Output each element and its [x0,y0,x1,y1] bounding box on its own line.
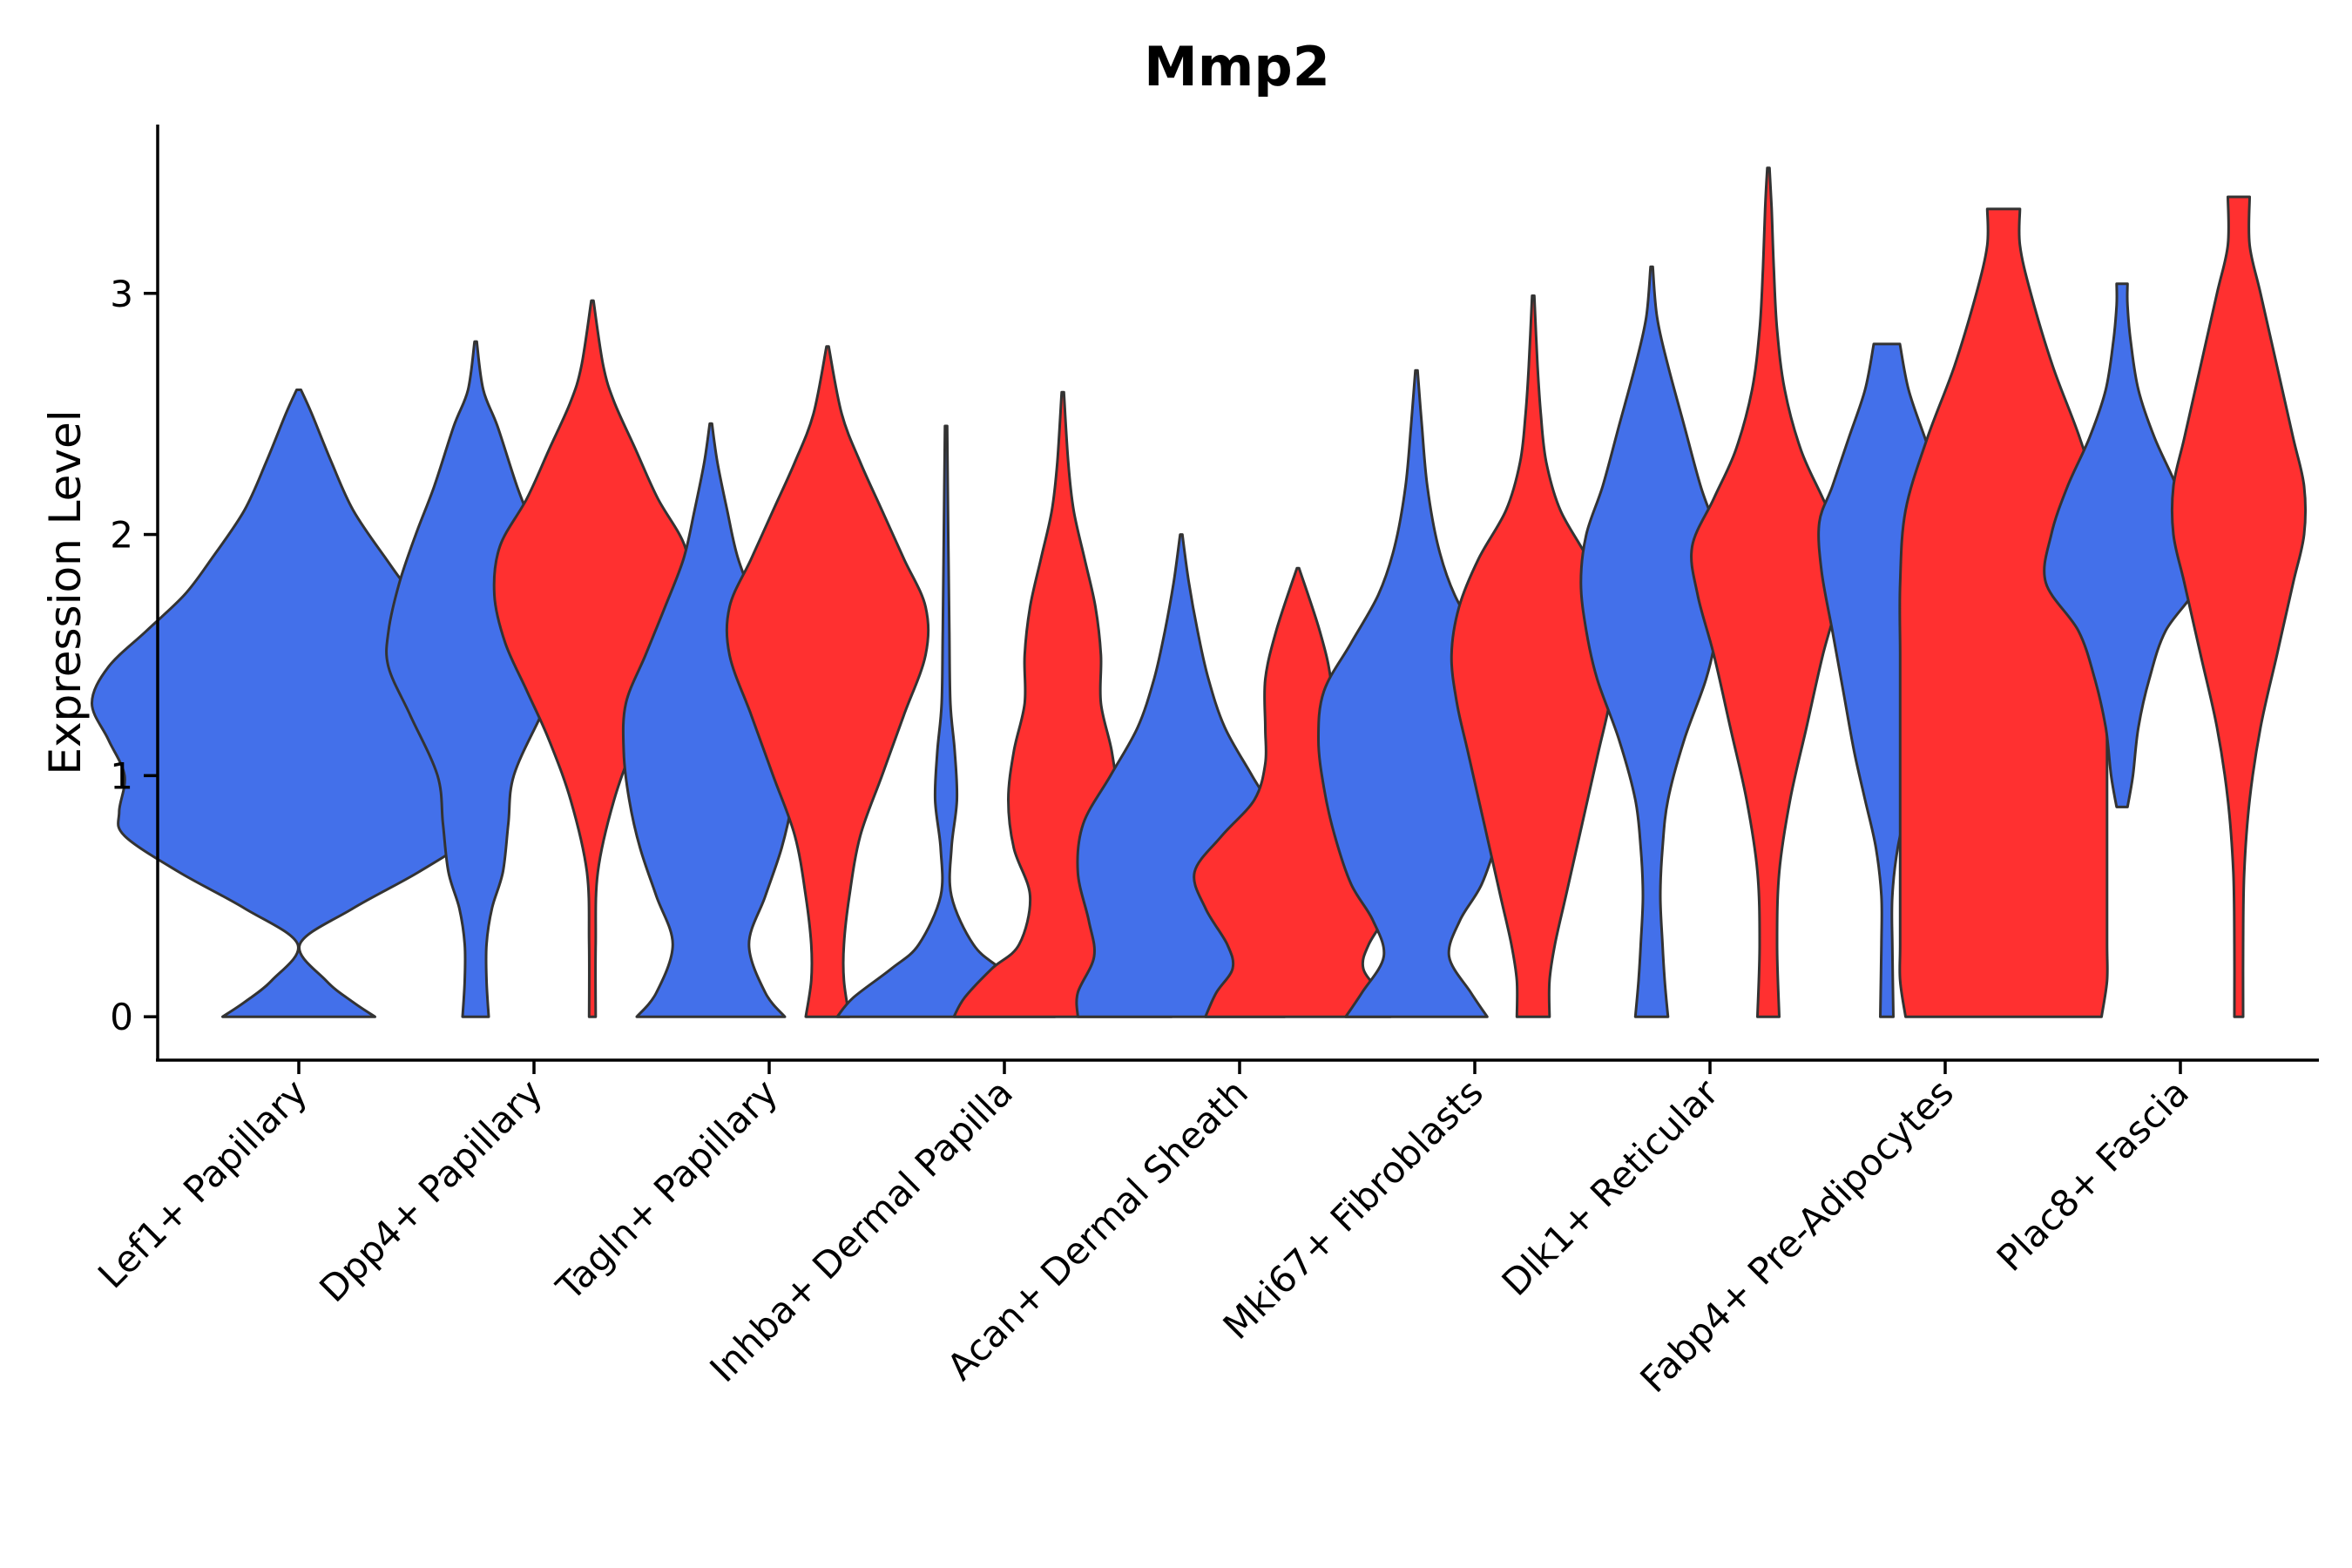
violin-red [1450,294,1617,1018]
x-tick-label: Dpp4+ Papillary [311,1071,551,1310]
y-tick-label: 2 [110,514,133,557]
violin-blue [621,422,801,1018]
y-tick-label: 3 [110,273,133,315]
y-axis-label: Expression Level [40,409,91,774]
chart-title: Mmp2 [1144,35,1330,98]
x-tick-label: Tagln+ Papillary [548,1071,786,1308]
y-tick-label: 1 [110,754,133,797]
y-tick-label: 0 [110,996,133,1038]
x-tick-label: Lef1+ Papillary [90,1071,315,1296]
violin-red [1690,166,1847,1018]
x-tick-label: Mki67+ Fibroblasts [1215,1071,1491,1347]
y-axis-ticks: 0 1 2 3 [110,273,158,1038]
x-tick-label: Dlk1+ Reticular [1494,1071,1727,1304]
violin-red [2170,195,2308,1018]
x-tick-label: Plac8+ Fascia [1989,1071,2197,1279]
violin-blue [1579,265,1724,1018]
violin-blue [835,424,1057,1018]
violin-blue [2043,282,2201,808]
violin-layer [91,166,2308,1018]
violin-red [725,345,930,1018]
violin-red [1898,207,2109,1018]
